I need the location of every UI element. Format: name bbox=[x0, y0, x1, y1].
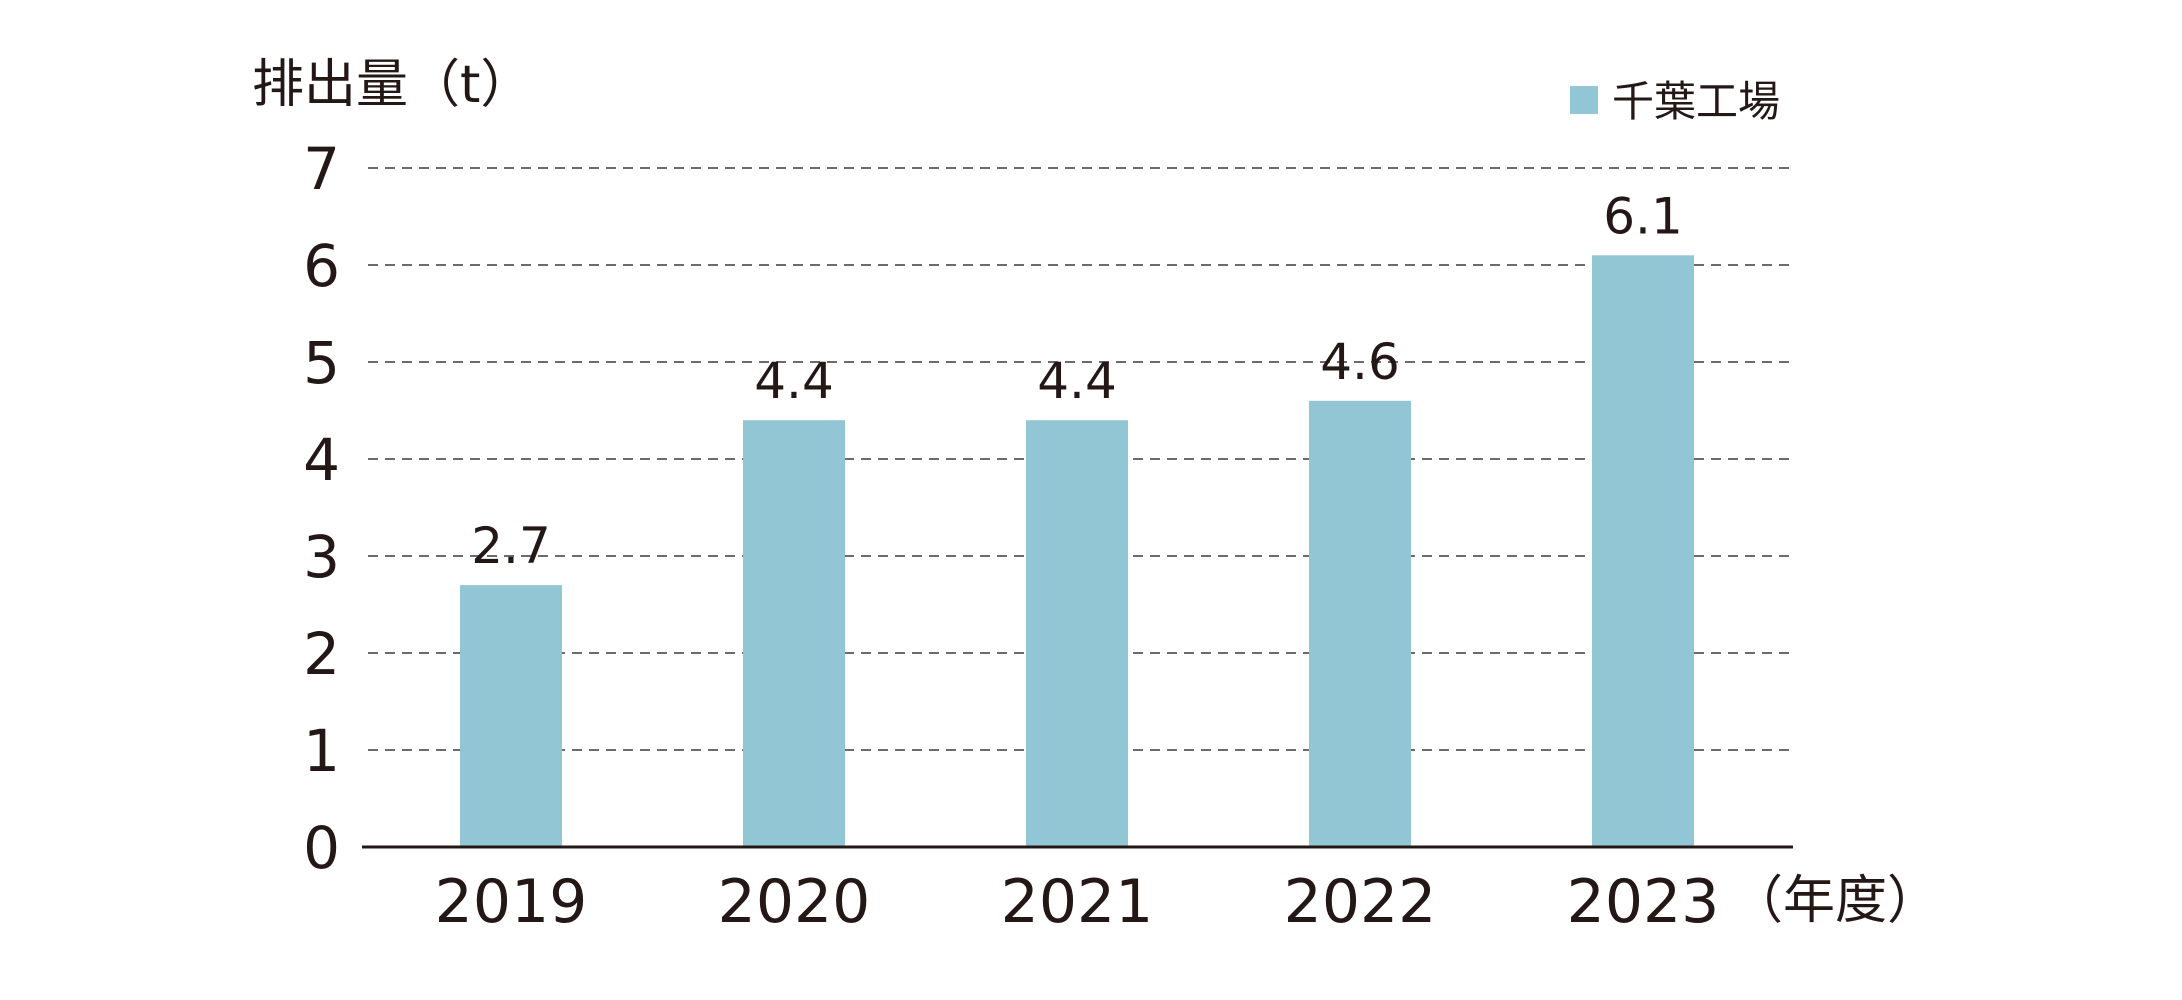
x-axis-ticks: 2019 2020 2021 2022 2023 （年度） bbox=[435, 867, 1939, 937]
y-tick-label: 0 bbox=[303, 814, 340, 882]
value-label: 4.6 bbox=[1320, 333, 1400, 391]
bars bbox=[460, 255, 1694, 848]
bar bbox=[460, 585, 562, 847]
legend-swatch bbox=[1570, 86, 1598, 114]
y-tick-label: 2 bbox=[303, 620, 340, 688]
value-label: 4.4 bbox=[754, 352, 834, 410]
x-tick-label: 2023 bbox=[1567, 867, 1720, 937]
y-tick-label: 4 bbox=[303, 426, 340, 494]
y-axis-label: 排出量（t） bbox=[252, 55, 532, 115]
value-labels: 2.7 4.4 4.4 4.6 6.1 bbox=[471, 187, 1683, 575]
y-tick-label: 3 bbox=[303, 523, 340, 591]
bar bbox=[743, 420, 845, 847]
x-tick-label: 2021 bbox=[1001, 867, 1154, 937]
bar bbox=[1026, 420, 1128, 847]
value-label: 2.7 bbox=[471, 517, 551, 575]
bar bbox=[1309, 400, 1411, 847]
x-axis-unit: （年度） bbox=[1731, 871, 1939, 931]
y-tick-label: 1 bbox=[303, 717, 340, 785]
legend: 千葉工場 bbox=[1570, 77, 1780, 126]
value-label: 4.4 bbox=[1037, 352, 1117, 410]
bar bbox=[1592, 255, 1694, 848]
x-tick-label: 2020 bbox=[718, 867, 871, 937]
value-label: 6.1 bbox=[1603, 187, 1683, 245]
x-tick-label: 2022 bbox=[1284, 867, 1437, 937]
x-tick-label: 2019 bbox=[435, 867, 588, 937]
y-tick-label: 7 bbox=[303, 135, 340, 203]
y-axis-ticks: 0 1 2 3 4 5 6 7 bbox=[303, 135, 340, 882]
y-tick-label: 5 bbox=[303, 329, 340, 397]
legend-label: 千葉工場 bbox=[1612, 77, 1780, 126]
y-tick-label: 6 bbox=[303, 232, 340, 300]
